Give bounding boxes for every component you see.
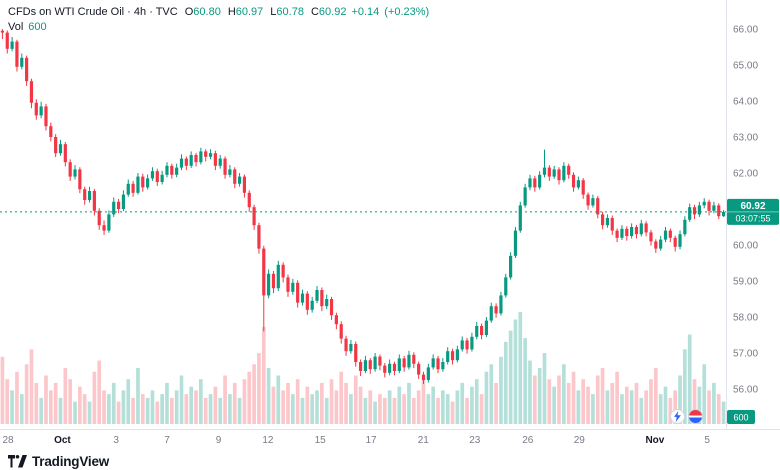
price-axis-label: 56.00 (733, 385, 758, 396)
time-axis-label: 7 (164, 435, 170, 446)
axis-separators (0, 0, 780, 430)
time-axis-label: 26 (522, 435, 534, 446)
lightning-bolt-icon (674, 411, 681, 422)
ohlc-close: C60.92 (310, 6, 347, 18)
price-change: +0.14 (351, 6, 380, 18)
ohlc-low: L60.78 (270, 6, 304, 18)
volume-label: Vol (8, 21, 24, 33)
price-axis-label: 59.00 (733, 277, 758, 288)
tradingview-logo-mark (8, 455, 27, 468)
time-axis[interactable]: 28 Oct 3 7 9 12 15 17 21 23 26 29 Nov 5 (2, 435, 710, 446)
time-axis-label: 12 (262, 435, 274, 446)
volume-legend[interactable]: Vol 600 (8, 21, 47, 33)
price-axis-label: 60.00 (733, 241, 758, 252)
tradingview-logo[interactable]: TradingView (8, 454, 109, 469)
bar-countdown: 03:07:55 (735, 213, 770, 223)
ohlc-open: O60.80 (184, 6, 221, 18)
chart-marker-badges (670, 409, 703, 424)
volume-axis-badge: 600 (727, 410, 755, 424)
time-axis-label: 17 (365, 435, 377, 446)
price-axis-label: 63.00 (733, 133, 758, 144)
time-axis-label: 28 (2, 435, 14, 446)
time-axis-label: Nov (645, 435, 664, 446)
time-axis-label: 29 (574, 435, 586, 446)
candles-layer (0, 29, 726, 384)
price-axis-label: 65.00 (733, 61, 758, 72)
time-axis-label: 23 (469, 435, 481, 446)
symbol-title[interactable]: CFDs on WTI Crude Oil · 4h · TVC (8, 6, 178, 18)
volume-layer (0, 312, 726, 424)
time-axis-label: 9 (216, 435, 222, 446)
time-axis-label: 21 (418, 435, 430, 446)
price-axis-label: 57.00 (733, 349, 758, 360)
symbol-header[interactable]: CFDs on WTI Crude Oil · 4h · TVC O60.80 … (8, 6, 429, 18)
last-price-value: 60.92 (740, 201, 765, 212)
price-change-percent: (+0.23%) (384, 6, 430, 18)
ohlc-high: H60.97 (227, 6, 264, 18)
volume-value: 600 (28, 21, 47, 33)
tradingview-logo-text: TradingView (32, 454, 110, 469)
time-axis-label: 3 (113, 435, 119, 446)
price-axis-label: 58.00 (733, 313, 758, 324)
price-axis-label: 64.00 (733, 97, 758, 108)
volume-axis-value: 600 (733, 413, 748, 423)
time-axis-label: 15 (315, 435, 327, 446)
target-marker-icon[interactable] (688, 409, 703, 424)
time-axis-label: Oct (54, 435, 71, 446)
price-axis-label: 66.00 (733, 25, 758, 36)
price-axis-label: 62.00 (733, 169, 758, 180)
flash-marker-icon[interactable] (670, 409, 685, 424)
time-axis-label: 5 (704, 435, 710, 446)
